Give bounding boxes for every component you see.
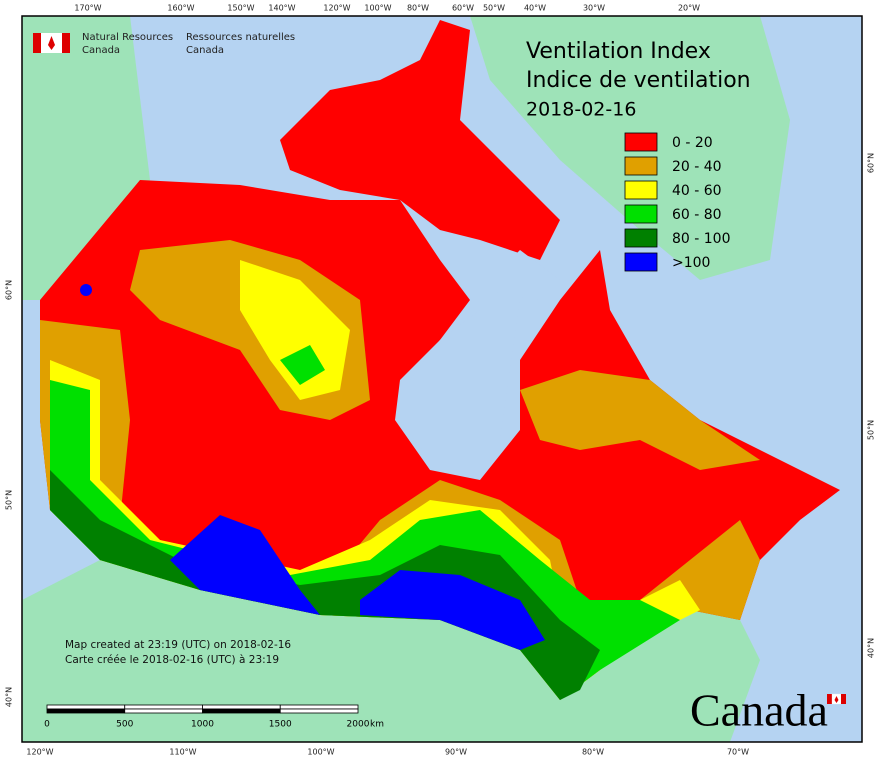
wordmark: Canada (690, 685, 828, 736)
graticule-label: 60°N (867, 153, 876, 173)
wordmark-block (827, 693, 846, 705)
flag-leaf (48, 36, 55, 50)
graticule-label: 100°W (307, 748, 334, 757)
agency-name-fr: Ressources naturelles (186, 32, 295, 43)
graticule-label: 70°W (727, 748, 749, 757)
legend-label: 80 - 100 (672, 231, 731, 247)
legend-label: >100 (672, 255, 710, 271)
map-body (21, 15, 863, 743)
flag-bar (62, 33, 70, 53)
legend-label: 0 - 20 (672, 135, 713, 151)
zone-darkgreen-south (50, 470, 600, 700)
graticule-label: 40°N (5, 687, 14, 707)
scale-segment (279, 704, 359, 710)
scale-label: 2000 (347, 720, 370, 730)
scale-label: 1500 (269, 720, 292, 730)
scale-segment (279, 708, 359, 714)
agency-name-en: Canada (82, 45, 120, 56)
scale-label: 1000 (191, 720, 214, 730)
footnote: Carte créée le 2018-02-16 (UTC) à 23:19 (65, 654, 279, 666)
zone-blue-east (360, 570, 545, 650)
legend-swatch (624, 228, 658, 248)
hudson-bay (400, 300, 520, 470)
legend-label: 40 - 60 (672, 183, 722, 199)
scale-label: 500 (116, 720, 133, 730)
flag-leaf (834, 696, 839, 703)
graticule-label: 80°W (407, 4, 429, 13)
graticule-label: 150°W (227, 4, 254, 13)
graticule-label: 80°W (582, 748, 604, 757)
zone-yellow-north (240, 260, 350, 400)
legend-swatch (624, 252, 658, 272)
scale-segment (124, 704, 203, 710)
zone-orange-east (520, 370, 760, 470)
graticule-label: 40°N (867, 638, 876, 658)
graticule-label: 30°W (583, 4, 605, 13)
graticule-label: 120°W (323, 4, 350, 13)
alaska (22, 16, 150, 300)
scale-label: 0 (44, 720, 50, 730)
graticule-label: 140°W (268, 4, 295, 13)
legend-swatch (624, 180, 658, 200)
map-title: 2018-02-16 (526, 99, 636, 121)
footnote: Map created at 23:19 (UTC) on 2018-02-16 (65, 639, 291, 651)
map-title: Indice de ventilation (526, 68, 751, 93)
graticule-label: 90°W (445, 748, 467, 757)
scale-segment (124, 708, 203, 714)
scale-segment (46, 704, 126, 710)
graticule-label: 60°N (5, 280, 14, 300)
scale-segment (202, 704, 281, 710)
graticule-label: 60°W (452, 4, 474, 13)
graticule-label: 50°N (5, 490, 14, 510)
zone-blue-spot (80, 284, 92, 296)
scale-segment (46, 708, 126, 714)
graticule-label: 110°W (169, 748, 196, 757)
zone-green-north (280, 345, 325, 385)
graticule-label: 160°W (167, 4, 194, 13)
graticule-label: 40°W (524, 4, 546, 13)
legend-swatch (624, 156, 658, 176)
arctic-islands (280, 20, 560, 260)
legend-swatch (624, 204, 658, 224)
scale-unit: km (370, 720, 384, 730)
legend-label: 20 - 40 (672, 159, 722, 175)
scale-segment (202, 708, 281, 714)
graticule-label: 50°W (483, 4, 505, 13)
flag-bar (33, 33, 41, 53)
flag-bar (827, 694, 832, 704)
graticule-label: 100°W (364, 4, 391, 13)
zone-blue-west (170, 515, 320, 615)
foxe-basin (480, 250, 560, 300)
graticule-label: 120°W (26, 748, 53, 757)
graticule-label: 170°W (74, 4, 101, 13)
map-title: Ventilation Index (526, 39, 711, 64)
map-border (21, 15, 863, 743)
agency-block (33, 33, 70, 53)
graticule-label: 20°W (678, 4, 700, 13)
graticule-label: 50°N (867, 420, 876, 440)
flag-bar (841, 694, 846, 704)
agency-name-en: Natural Resources (82, 32, 173, 43)
legend-swatch (624, 132, 658, 152)
agency-name-fr: Canada (186, 45, 224, 56)
usa (22, 560, 760, 742)
legend-label: 60 - 80 (672, 207, 722, 223)
